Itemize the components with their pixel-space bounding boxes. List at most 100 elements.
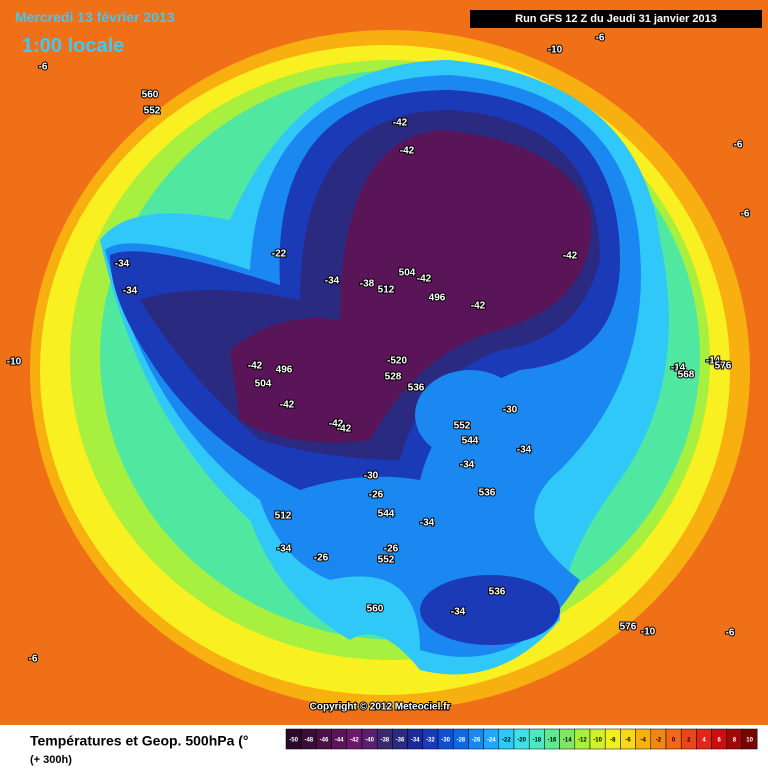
- contour-label: 536: [489, 587, 506, 598]
- date: Mercredi 13 février 2013: [15, 9, 175, 25]
- contour-label: -34: [123, 286, 138, 297]
- colorbar-tick-label: -20: [517, 738, 526, 744]
- contour-label: -520: [387, 356, 407, 367]
- contour-label: 552: [144, 106, 161, 117]
- contour-label: -34: [451, 607, 466, 618]
- contour-label: -6: [39, 62, 48, 73]
- colorbar-tick-label: 0: [672, 738, 676, 744]
- contour-label: -10: [641, 627, 656, 638]
- contour-label: -42: [417, 274, 432, 285]
- map: Run GFS 12 Z du Jeudi 31 janvier 2013 Me…: [0, 0, 768, 725]
- colorbar-swatch: [741, 728, 758, 750]
- colorbar-tick-label: -48: [304, 738, 313, 744]
- colorbar-tick-label: -40: [365, 738, 374, 744]
- contour-label: -42: [393, 118, 408, 129]
- contour-label: 512: [378, 285, 395, 296]
- colorbar-tick-label: -46: [320, 738, 329, 744]
- colorbar-tick-label: -12: [578, 738, 587, 744]
- contour-label: -6: [29, 654, 38, 665]
- contour-label: 544: [378, 509, 395, 520]
- contour-label: -26: [314, 553, 329, 564]
- colorbar-tick-label: -18: [532, 738, 541, 744]
- contour-label: 536: [479, 488, 496, 499]
- colorbar-tick-label: -16: [548, 738, 557, 744]
- contour-label: -34: [325, 276, 340, 287]
- colorbar-tick-label: -50: [289, 738, 298, 744]
- colorbar-tick-label: 4: [702, 738, 706, 744]
- contour-label: -6: [741, 209, 750, 220]
- colorbar-tick-label: 2: [687, 738, 691, 744]
- contour-label: 496: [276, 365, 293, 376]
- contour-label: -42: [400, 146, 415, 157]
- colorbar-tick-label: -10: [593, 738, 602, 744]
- colorbar-tick-label: -26: [472, 738, 481, 744]
- contour-label: -42: [329, 419, 344, 430]
- contour-label: -34: [115, 259, 130, 270]
- contour-label: 568: [678, 370, 695, 381]
- colorbar-tick-label: -30: [441, 738, 450, 744]
- contour-label: 512: [275, 511, 292, 522]
- contour-label: 536: [408, 383, 425, 394]
- contour-label: 504: [255, 379, 272, 390]
- contour-label: -42: [471, 301, 486, 312]
- contour-label: -26: [384, 544, 399, 555]
- contour-band: [230, 130, 591, 443]
- contour-label: -10: [7, 357, 22, 368]
- colorbar-tick-label: -28: [456, 738, 465, 744]
- colorbar-tick-label: -44: [335, 738, 344, 744]
- contour-label: -42: [248, 361, 263, 372]
- colorbar-tick-label: -6: [625, 738, 631, 744]
- contour-label: -34: [460, 460, 475, 471]
- colorbar-tick-label: -4: [641, 738, 647, 744]
- contour-label: -30: [503, 405, 518, 416]
- contour-label: -14: [706, 356, 721, 367]
- run-box: [470, 10, 762, 28]
- contour-label: 552: [454, 421, 471, 432]
- contour-label: -42: [280, 400, 295, 411]
- colorbar-tick-label: -24: [487, 738, 496, 744]
- colorbar-tick-label: -22: [502, 738, 511, 744]
- contour-label: 576: [620, 622, 637, 633]
- colorbar-tick-label: 10: [746, 738, 753, 744]
- contour-label: -26: [369, 490, 384, 501]
- contour-label: 576: [715, 361, 732, 372]
- copyright: Copyright © 2012 Meteociel.fr: [310, 702, 451, 713]
- contour-label: -34: [277, 544, 292, 555]
- colorbar-tick-label: -36: [396, 738, 405, 744]
- contour-label: -38: [360, 279, 375, 290]
- colorbar-tick-label: 6: [718, 738, 722, 744]
- colorbar-tick-label: 8: [733, 738, 737, 744]
- contour-label: 496: [429, 293, 446, 304]
- contour-band: [415, 370, 525, 460]
- contour-label: -6: [734, 140, 743, 151]
- contour-label: -22: [272, 249, 287, 260]
- contour-label: -10: [548, 45, 563, 56]
- contour-label: -6: [596, 33, 605, 44]
- colorbar-tick-label: -8: [610, 738, 616, 744]
- footer-title: Températures et Geop. 500hPa (°: [30, 733, 249, 749]
- contour-label: -34: [420, 518, 435, 529]
- colorbar-tick-label: -34: [411, 738, 420, 744]
- run-info: Run GFS 12 Z du Jeudi 31 janvier 2013: [515, 13, 717, 25]
- time: 1:00 locale: [22, 35, 124, 57]
- contour-label: 552: [378, 555, 395, 566]
- colorbar: -50 -48 -46 -44 -42 -40 -38 -36 -34 -32 -30 -28 -26-…: [285, 728, 758, 750]
- contour-label: 504: [399, 268, 416, 279]
- contour-label: -42: [337, 424, 352, 435]
- colorbar-tick-label: -14: [563, 738, 572, 744]
- contour-label: 528: [385, 372, 402, 383]
- colorbar-tick-label: -42: [350, 738, 359, 744]
- colorbar-tick-label: -2: [656, 738, 662, 744]
- contour-label: 560: [142, 90, 159, 101]
- contour-label: 544: [462, 436, 479, 447]
- contour-band: [420, 575, 560, 645]
- contour-label: -30: [364, 471, 379, 482]
- colorbar-tick-label: -32: [426, 738, 435, 744]
- contour-label: -6: [726, 628, 735, 639]
- footer-range: (+ 300h): [30, 754, 72, 766]
- contour-label: -42: [563, 251, 578, 262]
- contour-label: -34: [517, 445, 532, 456]
- contour-label: -14: [671, 363, 686, 374]
